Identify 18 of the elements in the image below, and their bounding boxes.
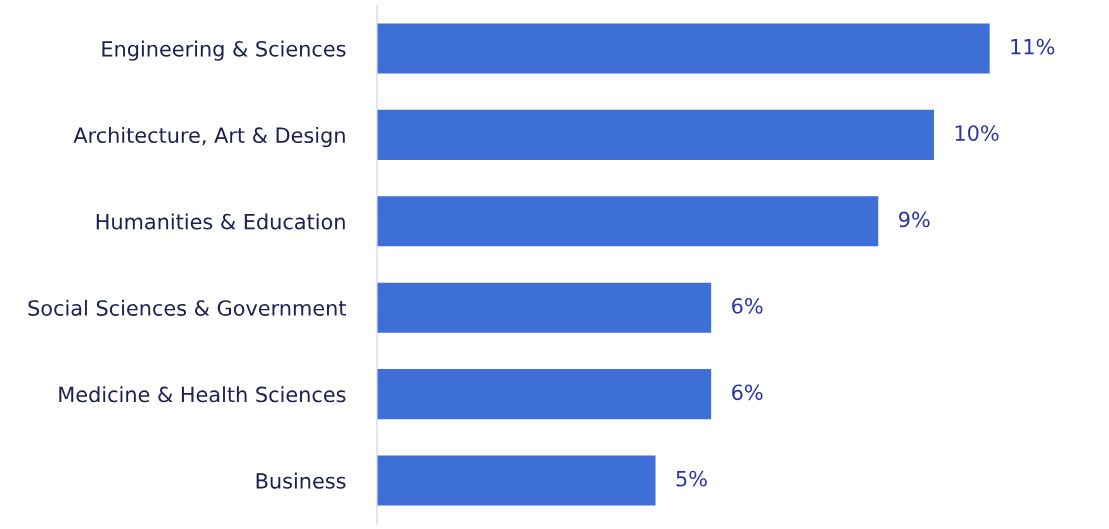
data-label: 10% (955, 125, 999, 141)
data-label: 6% (732, 297, 763, 314)
y-tick-label: Engineering & Sciences (102, 40, 346, 61)
data-label: 9% (899, 211, 930, 228)
bar (377, 369, 712, 420)
y-tick-label: Architecture, Art & Design (73, 126, 345, 148)
y-tick-label: Humanities & Education (96, 213, 345, 230)
y-tick-label: Business (256, 472, 346, 489)
bar (377, 282, 712, 333)
bar (377, 455, 656, 506)
data-label: 11% (1011, 38, 1055, 55)
data-label: 6% (732, 384, 763, 401)
y-tick-label: Medicine & Health Sciences (59, 386, 346, 403)
bar (377, 109, 934, 160)
data-label: 5% (676, 470, 707, 487)
y-tick-label: Social Sciences & Government (28, 299, 346, 316)
bar (377, 23, 990, 74)
bar (377, 196, 879, 247)
